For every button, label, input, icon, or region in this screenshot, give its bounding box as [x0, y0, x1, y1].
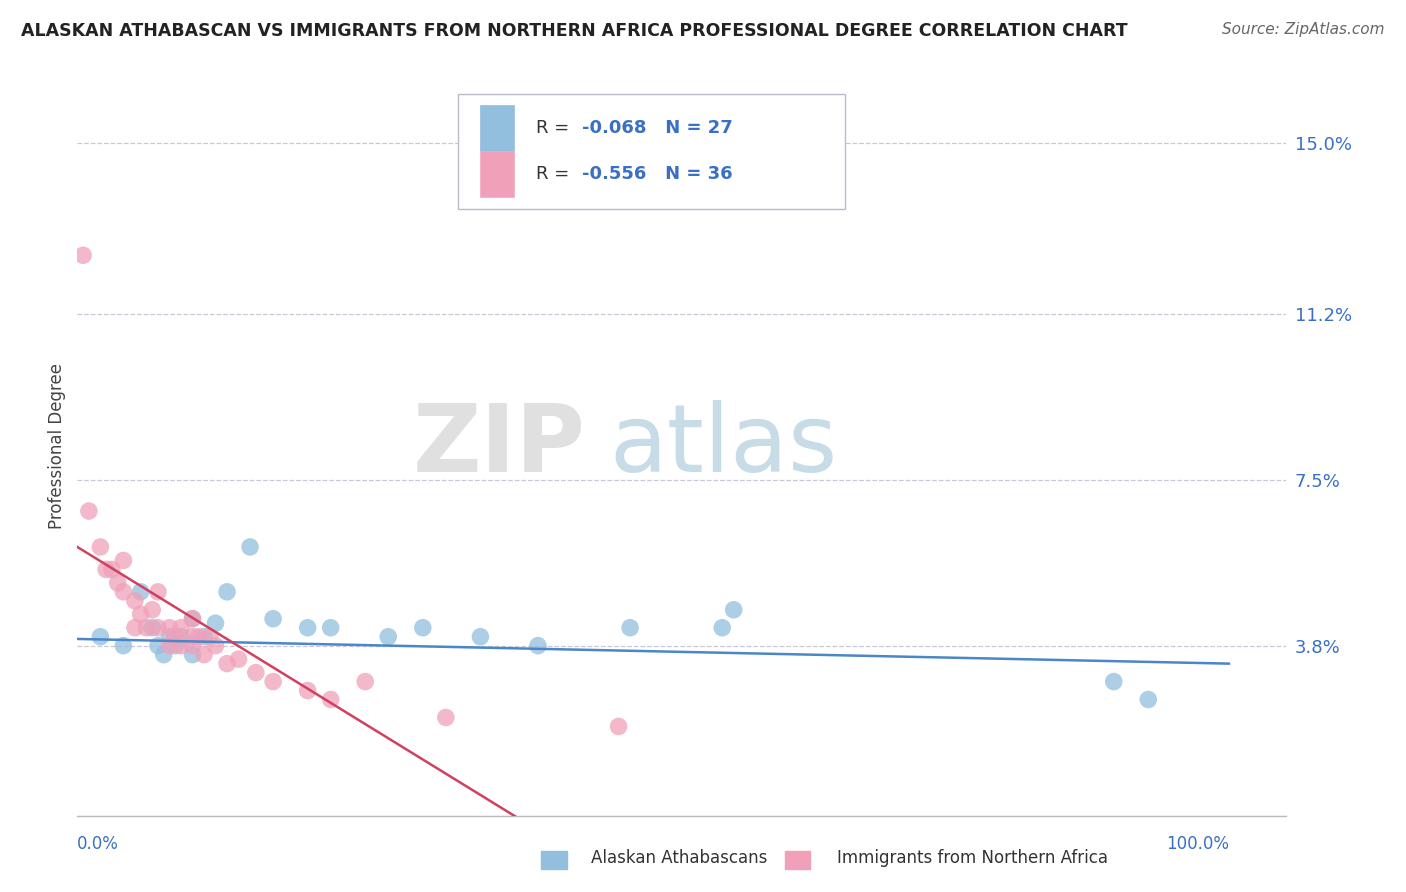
Point [89, 540, 111, 554]
Point [434, 710, 457, 724]
Point [319, 621, 342, 635]
Text: 100.0%: 100.0% [1166, 835, 1229, 853]
Point [527, 639, 550, 653]
Point [181, 630, 204, 644]
Point [187, 630, 209, 644]
Point [1137, 692, 1160, 706]
Point [470, 630, 492, 644]
Point [377, 630, 399, 644]
Point [159, 621, 181, 635]
Point [124, 621, 146, 635]
Point [297, 621, 319, 635]
Point [215, 584, 238, 599]
Point [723, 603, 745, 617]
Point [181, 612, 204, 626]
Text: R =: R = [536, 165, 575, 183]
Point [262, 612, 284, 626]
Point [159, 630, 181, 644]
Point [193, 648, 215, 662]
Point [124, 594, 146, 608]
Point [165, 630, 187, 644]
Point [619, 621, 641, 635]
Point [245, 665, 267, 680]
Point [181, 612, 204, 626]
Point [146, 639, 169, 653]
Point [146, 621, 169, 635]
Point [262, 674, 284, 689]
Point [112, 639, 135, 653]
Point [204, 616, 226, 631]
Point [170, 630, 193, 644]
Point [607, 719, 630, 733]
Text: R =: R = [536, 119, 575, 136]
Point [72, 248, 94, 262]
Point [101, 562, 124, 576]
Point [107, 575, 129, 590]
Point [1102, 674, 1125, 689]
Text: Immigrants from Northern Africa: Immigrants from Northern Africa [837, 849, 1108, 867]
Y-axis label: Professional Degree: Professional Degree [48, 363, 66, 529]
Point [711, 621, 734, 635]
Point [159, 639, 181, 653]
FancyBboxPatch shape [479, 104, 513, 151]
Text: -0.556   N = 36: -0.556 N = 36 [582, 165, 733, 183]
Point [141, 621, 163, 635]
FancyBboxPatch shape [458, 95, 845, 209]
Text: 0.0%: 0.0% [77, 835, 120, 853]
Text: -0.068   N = 27: -0.068 N = 27 [582, 119, 733, 136]
Point [181, 639, 204, 653]
Point [412, 621, 434, 635]
Point [94, 562, 117, 576]
Point [112, 553, 135, 567]
Text: ZIP: ZIP [412, 400, 585, 492]
Text: Alaskan Athabascans: Alaskan Athabascans [591, 849, 766, 867]
Point [135, 621, 157, 635]
Point [239, 540, 262, 554]
Point [215, 657, 238, 671]
Point [89, 630, 111, 644]
Text: ALASKAN ATHABASCAN VS IMMIGRANTS FROM NORTHERN AFRICA PROFESSIONAL DEGREE CORREL: ALASKAN ATHABASCAN VS IMMIGRANTS FROM NO… [21, 22, 1128, 40]
Point [181, 648, 204, 662]
Point [165, 639, 187, 653]
Point [193, 630, 215, 644]
Text: Source: ZipAtlas.com: Source: ZipAtlas.com [1222, 22, 1385, 37]
FancyBboxPatch shape [479, 152, 513, 197]
Point [129, 607, 152, 622]
Point [228, 652, 250, 666]
Point [170, 639, 193, 653]
Point [319, 692, 342, 706]
Point [354, 674, 377, 689]
Point [129, 584, 152, 599]
Point [141, 603, 163, 617]
Point [152, 648, 174, 662]
Point [77, 504, 100, 518]
Point [146, 584, 169, 599]
Text: atlas: atlas [609, 400, 838, 492]
Point [170, 621, 193, 635]
Point [204, 639, 226, 653]
Point [198, 630, 221, 644]
Point [297, 683, 319, 698]
Point [112, 584, 135, 599]
